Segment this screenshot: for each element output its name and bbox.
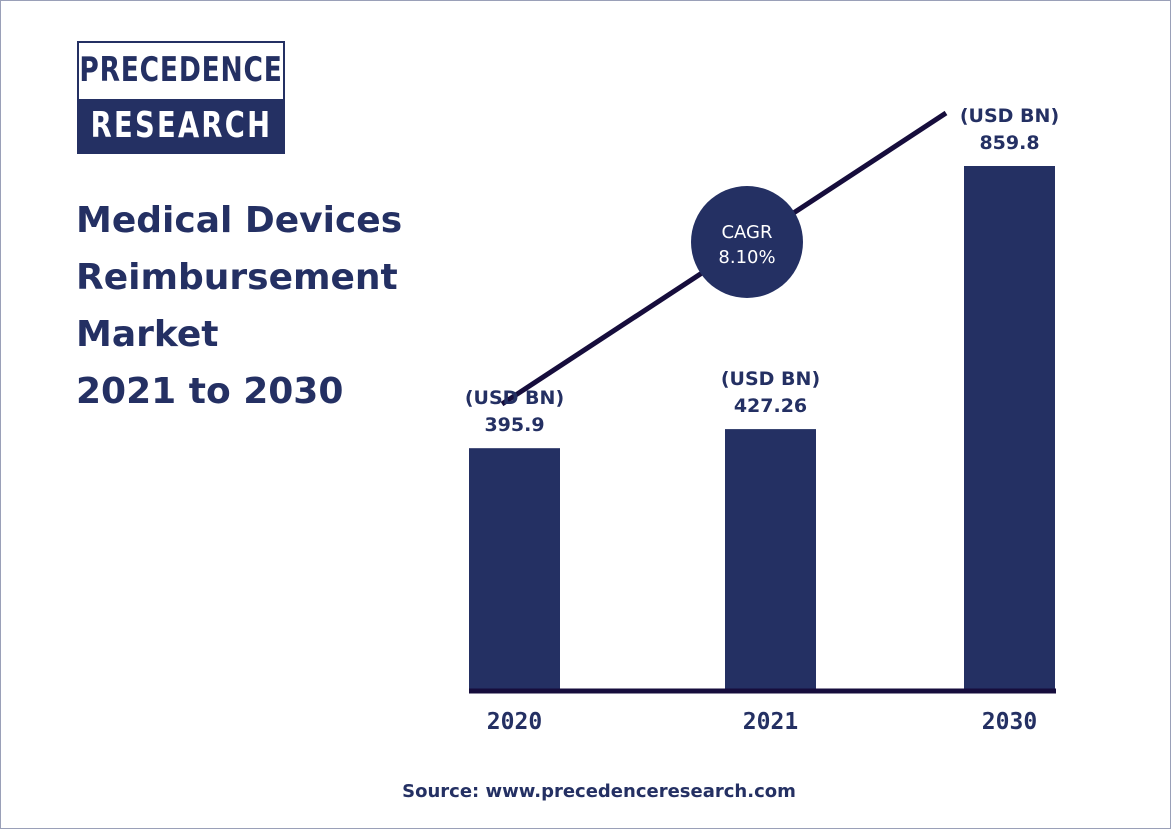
chart-title: Medical Devices Reimbursement Market 202… xyxy=(76,192,402,420)
unit-label-2030: (USD BN) xyxy=(960,105,1059,127)
title-line-4: 2021 to 2030 xyxy=(76,371,344,412)
source-credit: Source: www.precedenceresearch.com xyxy=(402,781,796,802)
unit-label-2020: (USD BN) xyxy=(465,387,564,409)
title-line-3: Market xyxy=(76,314,219,355)
x-tick-2020: 2020 xyxy=(487,709,542,735)
logo-bottom-text: RESEARCH xyxy=(90,105,272,146)
value-label-2021: 427.26 xyxy=(734,395,807,417)
labels-layer: (USD BN) 395.9 2020 (USD BN) 427.26 2021 (USD … xyxy=(465,105,1059,735)
bar-2030 xyxy=(964,166,1055,689)
precedence-research-logo: PRECEDENCE RESEARCH xyxy=(77,41,285,154)
logo-bottom-band: RESEARCH xyxy=(79,99,283,152)
cagr-label: CAGR xyxy=(721,222,772,243)
logo-top-text: PRECEDENCE xyxy=(79,50,283,90)
cagr-value: 8.10% xyxy=(718,247,775,268)
bar-2020 xyxy=(469,448,560,689)
cagr-badge xyxy=(691,186,803,298)
x-tick-2021: 2021 xyxy=(743,709,798,735)
title-line-2: Reimbursement xyxy=(76,257,398,298)
value-label-2020: 395.9 xyxy=(484,414,544,436)
x-tick-2030: 2030 xyxy=(982,709,1037,735)
unit-label-2021: (USD BN) xyxy=(721,368,820,390)
bars-layer xyxy=(469,166,1055,689)
title-line-1: Medical Devices xyxy=(76,200,403,241)
bar-2021 xyxy=(725,429,816,689)
value-label-2030: 859.8 xyxy=(979,132,1039,154)
